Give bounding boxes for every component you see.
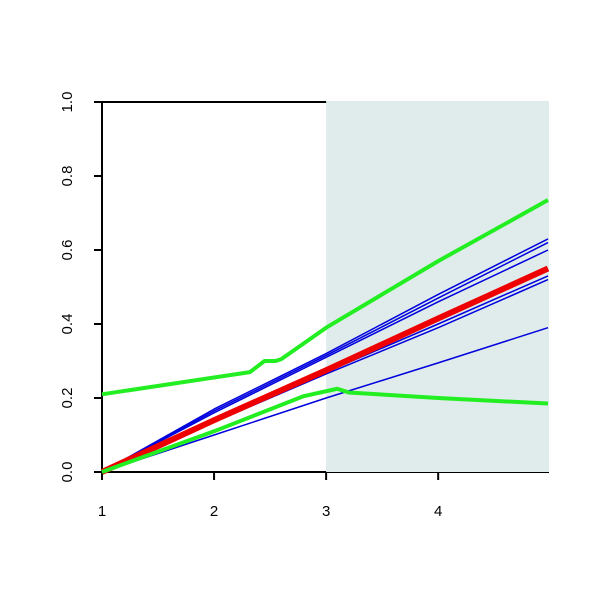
y-tick-label: 0.4 (59, 314, 76, 335)
y-tick-label: 0.0 (59, 462, 76, 483)
series-line (101, 326, 549, 473)
y-tick-label: 0.6 (59, 240, 76, 261)
y-tick-label: 0.8 (59, 166, 76, 187)
series-line (101, 198, 549, 397)
x-tick-label: 4 (434, 503, 442, 520)
series-line (101, 386, 549, 474)
x-tick-label: 3 (322, 503, 330, 520)
y-tick-label: 0.2 (59, 388, 76, 409)
y-tick-label: 1.0 (59, 92, 76, 113)
x-tick-label: 2 (210, 503, 218, 520)
series-line (101, 241, 549, 473)
series-line (101, 249, 549, 473)
series-line (100, 265, 550, 475)
x-tick-label: 1 (98, 503, 106, 520)
series-line (101, 238, 549, 473)
